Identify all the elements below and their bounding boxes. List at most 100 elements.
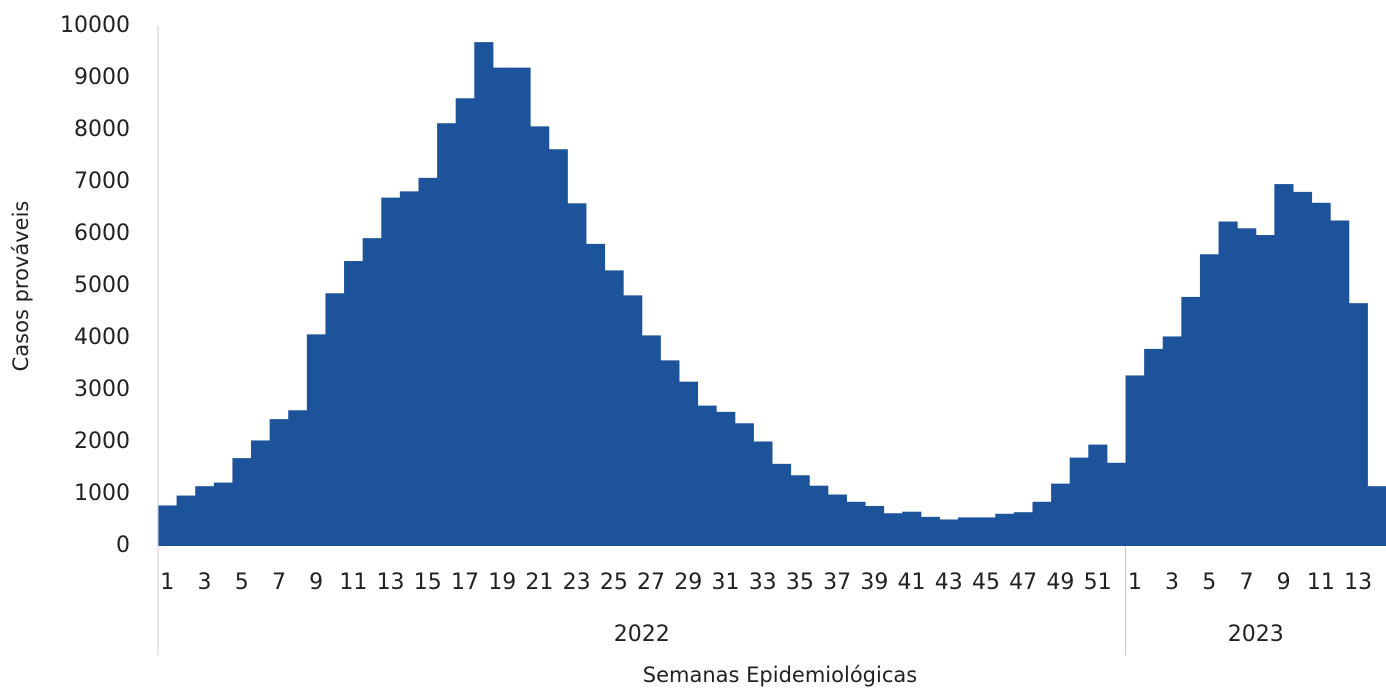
bar — [176, 495, 196, 546]
bar — [1125, 375, 1145, 546]
bar — [288, 410, 308, 546]
bar — [976, 517, 996, 546]
bar — [213, 482, 233, 546]
x-axis-title: Semanas Epidemiológicas — [643, 663, 917, 687]
group-label: 2022 — [614, 622, 670, 647]
group-label: 2023 — [1228, 622, 1284, 647]
y-tick-label: 2000 — [74, 429, 130, 454]
x-tick-label: 31 — [711, 570, 739, 595]
bar — [1088, 444, 1108, 546]
bar — [437, 123, 457, 547]
x-tick-label: 29 — [674, 570, 702, 595]
bar — [809, 485, 829, 546]
bar — [158, 505, 178, 546]
bar — [269, 419, 289, 546]
bar — [1162, 336, 1182, 546]
bar — [827, 494, 847, 546]
bar — [1274, 184, 1294, 546]
x-tick-label: 11 — [1307, 570, 1335, 595]
bar — [325, 293, 345, 546]
bar — [604, 270, 624, 546]
bar — [251, 440, 271, 546]
bar — [1144, 348, 1164, 546]
bar — [567, 203, 587, 546]
y-tick-label: 9000 — [74, 65, 130, 90]
bar — [232, 458, 252, 546]
bar — [1051, 483, 1071, 546]
x-tick-label: 41 — [898, 570, 926, 595]
x-tick-label: 1 — [1128, 570, 1142, 595]
bar — [1348, 303, 1368, 546]
bar — [195, 486, 215, 546]
bar — [548, 149, 568, 547]
bar — [865, 505, 885, 546]
bar — [381, 197, 401, 546]
y-tick-label: 6000 — [74, 221, 130, 246]
bar — [790, 475, 810, 546]
x-tick-label: 51 — [1084, 570, 1112, 595]
bar — [623, 295, 643, 546]
bar — [399, 191, 419, 547]
y-tick-label: 8000 — [74, 117, 130, 142]
x-tick-label: 1 — [160, 570, 174, 595]
x-tick-label: 43 — [935, 570, 963, 595]
x-tick-label: 5 — [235, 570, 249, 595]
x-tick-label: 23 — [563, 570, 591, 595]
x-tick-label: 11 — [339, 570, 367, 595]
y-axis-title: Casos prováveis — [9, 201, 33, 372]
bar — [1106, 462, 1127, 546]
bar — [1181, 296, 1201, 546]
bar — [678, 381, 699, 546]
x-tick-label: 47 — [1009, 570, 1037, 595]
x-tick-label: 21 — [525, 570, 553, 595]
x-tick-label: 13 — [377, 570, 405, 595]
y-tick-label: 3000 — [74, 377, 130, 402]
bar — [697, 405, 717, 546]
x-tick-label: 37 — [823, 570, 851, 595]
bar — [660, 360, 680, 546]
x-tick-label: 7 — [272, 570, 286, 595]
x-tick-label: 35 — [786, 570, 814, 595]
x-tick-label: 17 — [451, 570, 479, 595]
x-tick-label: 49 — [1046, 570, 1074, 595]
bar — [716, 411, 736, 546]
y-tick-label: 10000 — [60, 13, 130, 38]
x-tick-label: 5 — [1202, 570, 1216, 595]
bar — [1069, 457, 1089, 546]
x-tick-label: 7 — [1239, 570, 1253, 595]
bar — [995, 513, 1015, 546]
y-tick-label: 0 — [116, 533, 130, 558]
x-tick-label: 3 — [198, 570, 212, 595]
x-tick-label: 9 — [309, 570, 323, 595]
bar — [344, 261, 364, 546]
bar — [511, 67, 531, 546]
bar — [1032, 501, 1052, 546]
bar — [641, 335, 661, 546]
bar — [1292, 191, 1313, 546]
bar — [846, 501, 866, 546]
bar — [1367, 486, 1386, 546]
bar — [585, 243, 606, 546]
bar — [1311, 202, 1331, 547]
bar — [734, 423, 754, 546]
bar — [492, 67, 513, 546]
bar — [1013, 512, 1033, 546]
bar — [306, 334, 326, 546]
x-tick-label: 15 — [414, 570, 442, 595]
x-tick-label: 9 — [1277, 570, 1291, 595]
bar — [902, 511, 922, 546]
bar — [958, 517, 978, 546]
x-tick-label: 45 — [972, 570, 1000, 595]
bar — [1218, 221, 1238, 546]
x-tick-label: 27 — [637, 570, 665, 595]
x-tick-label: 13 — [1344, 570, 1372, 595]
bar — [939, 519, 959, 546]
x-tick-label: 39 — [860, 570, 888, 595]
y-tick-label: 5000 — [74, 273, 130, 298]
bar — [920, 516, 940, 546]
x-tick-label: 19 — [488, 570, 516, 595]
bar — [418, 177, 438, 546]
y-tick-label: 7000 — [74, 169, 130, 194]
bar — [772, 463, 792, 546]
